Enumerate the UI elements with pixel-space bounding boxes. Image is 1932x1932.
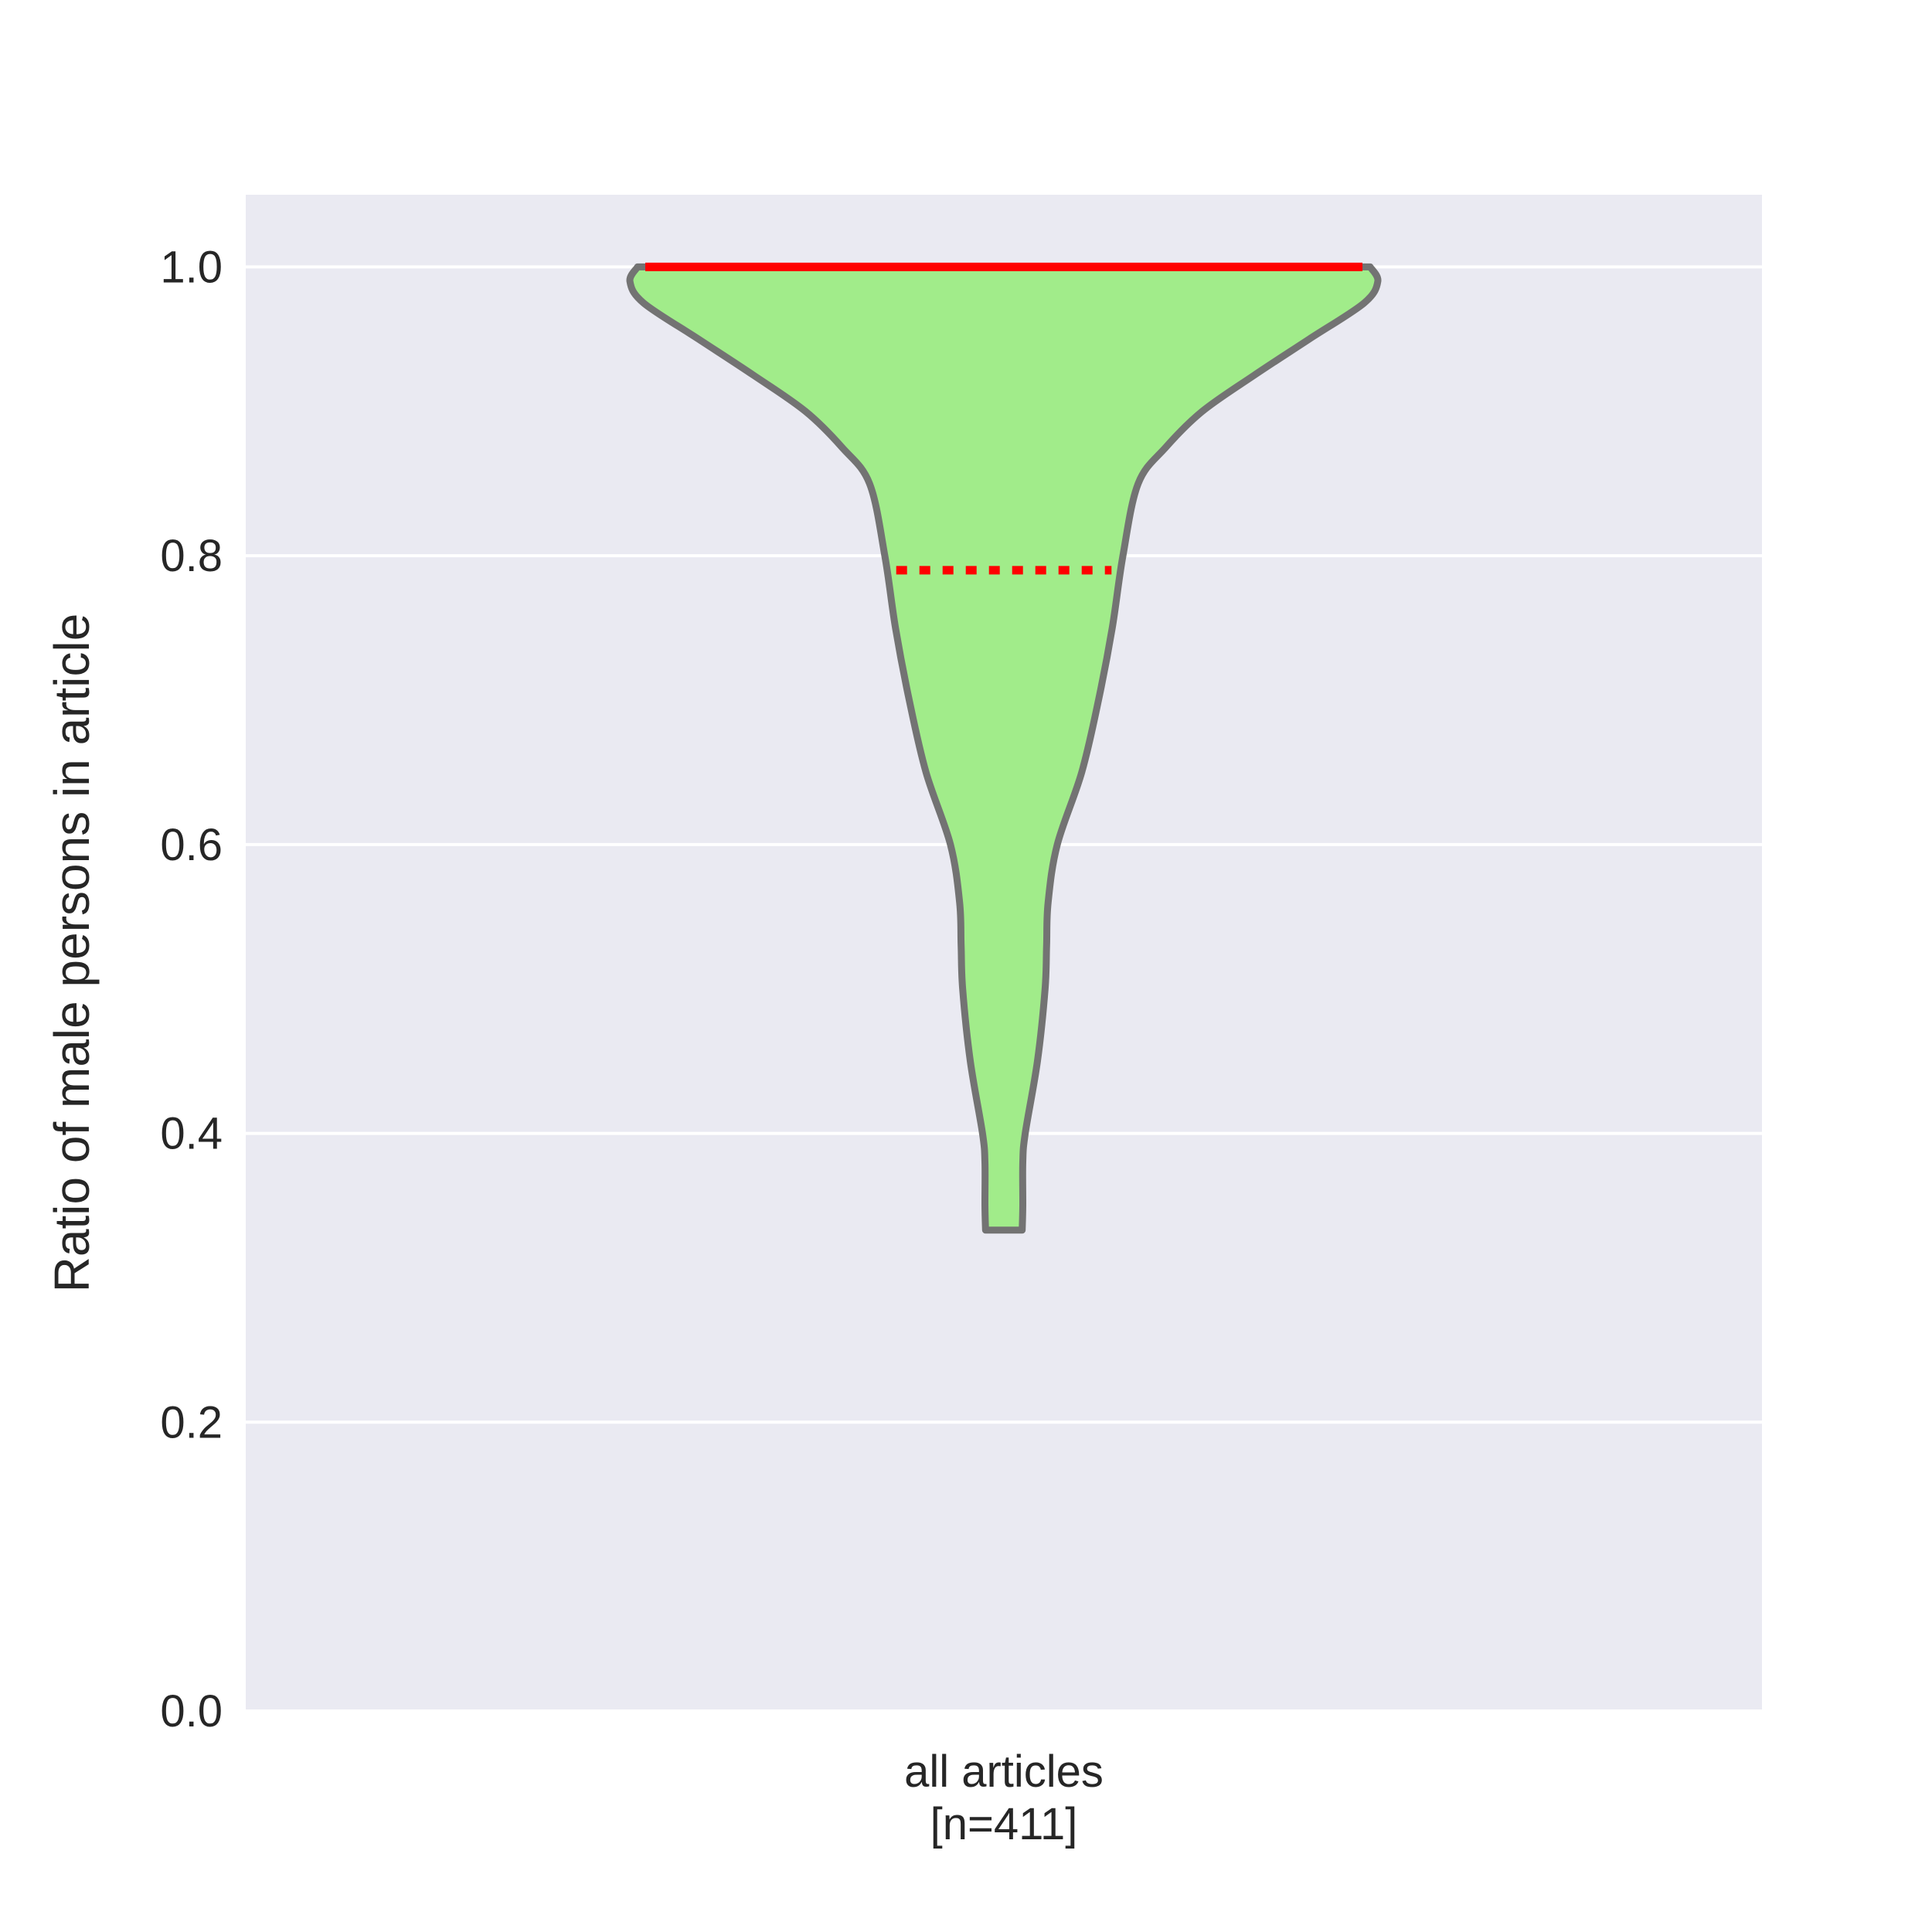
violin-body <box>626 263 1382 1234</box>
y-tick-label: 0.0 <box>160 1686 223 1736</box>
y-axis-label: Ratio of male persons in article <box>44 614 100 1293</box>
y-tick-labels: 0.0 0.2 0.4 0.6 0.8 1.0 <box>160 242 223 1736</box>
y-tick-label: 0.6 <box>160 820 223 870</box>
y-tick-label: 0.4 <box>160 1109 223 1159</box>
x-tick-label-line2: [n=411] <box>930 1799 1078 1849</box>
y-tick-label: 1.0 <box>160 242 223 292</box>
violin <box>626 262 1382 1234</box>
y-tick-label: 0.8 <box>160 531 223 581</box>
y-tick-label: 0.2 <box>160 1397 223 1447</box>
x-tick-label-line1: all articles <box>904 1747 1104 1797</box>
